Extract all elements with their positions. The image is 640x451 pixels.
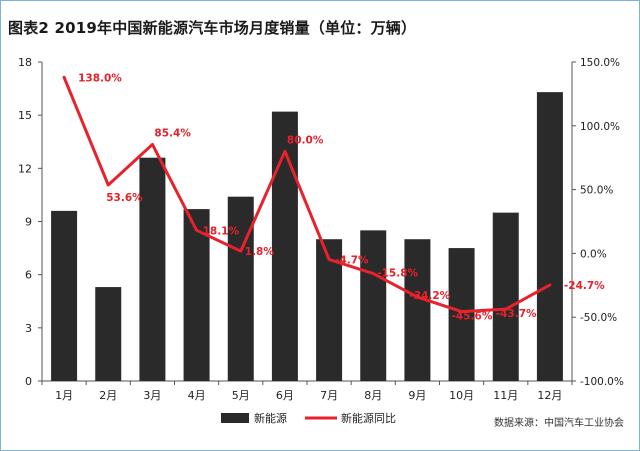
y-right-tick-label: -100.0% [580, 376, 624, 388]
data-label: 18.1% [203, 225, 240, 237]
x-tick-label: 12月 [537, 389, 562, 402]
bar [271, 111, 298, 381]
data-label: -45.6% [452, 311, 493, 323]
axes [38, 61, 576, 385]
bar [139, 157, 166, 381]
data-label: -24.7% [564, 280, 605, 292]
x-tick-label: 9月 [408, 389, 426, 402]
x-tick-label: 1月 [55, 389, 73, 402]
bar [492, 212, 519, 381]
x-tick-label: 11月 [493, 389, 518, 402]
legend-label-line: 新能源同比 [341, 411, 396, 425]
data-label: -34.2% [409, 290, 450, 302]
bar [448, 248, 475, 381]
data-label: 53.6% [106, 192, 143, 204]
x-tick-label: 10月 [449, 389, 474, 402]
y-left-tick-label: 3 [25, 322, 32, 335]
y-right-tick-label: -50.0% [580, 312, 617, 324]
legend-label-bar: 新能源 [254, 411, 287, 425]
x-tick-label: 2月 [99, 389, 117, 402]
y-left-tick-label: 9 [25, 216, 32, 229]
x-tick-label: 3月 [143, 389, 161, 402]
data-label: 85.4% [154, 127, 191, 139]
x-tick-label: 8月 [364, 389, 382, 402]
x-tick-label: 5月 [232, 389, 250, 402]
y-right-tick-label: 100.0% [580, 121, 620, 133]
source-note: 数据来源：中国汽车工业协会 [494, 418, 624, 429]
y-right-tick-label: 0.0% [580, 248, 607, 260]
x-tick-label: 4月 [188, 389, 206, 402]
y-left-tick-label: 15 [18, 109, 32, 122]
data-label: 80.0% [287, 134, 324, 146]
legend: 新能源 新能源同比 [221, 411, 396, 425]
data-label: 1.8% [245, 246, 275, 258]
chart-title: 图表2 2019年中国新能源汽车市场月度销量（单位：万辆） [8, 19, 417, 37]
yoy-series-line [62, 75, 552, 314]
data-label: -15.8% [377, 268, 418, 280]
x-tick-labels: 1月 2月 3月 4月 5月 6月 7月 8月 9月 10月 11月 12月 [55, 389, 562, 402]
y-left-tick-label: 6 [25, 269, 32, 282]
y-left-tick-label: 0 [25, 375, 32, 388]
bars [51, 92, 563, 381]
y-right-tick-label: 150.0% [580, 57, 620, 69]
y-left-tick-label: 12 [18, 162, 32, 175]
bar [360, 230, 387, 381]
data-label: -4.7% [335, 254, 369, 266]
data-label: 138.0% [78, 72, 122, 84]
legend-swatch-bar [221, 413, 249, 423]
x-tick-label: 6月 [276, 389, 294, 402]
data-label: -43.7% [496, 308, 537, 320]
bar [51, 210, 78, 381]
y-left-tick-label: 18 [18, 56, 32, 69]
bar [404, 239, 431, 381]
bar [183, 209, 210, 381]
y-tick-labels: 0 3 6 9 12 15 18 -100.0% -50.0% 0.0% 50.0% 100.0% 15… [18, 56, 624, 388]
bar [227, 196, 254, 381]
yoy-line: 138.0% 53.6% 85.4% 18.1% 1.8% 80.0% -4.7% -15.8… [62, 72, 605, 323]
bar [95, 287, 122, 381]
bar [536, 92, 563, 381]
y-right-tick-label: 50.0% [580, 185, 613, 197]
x-tick-label: 7月 [320, 389, 338, 402]
